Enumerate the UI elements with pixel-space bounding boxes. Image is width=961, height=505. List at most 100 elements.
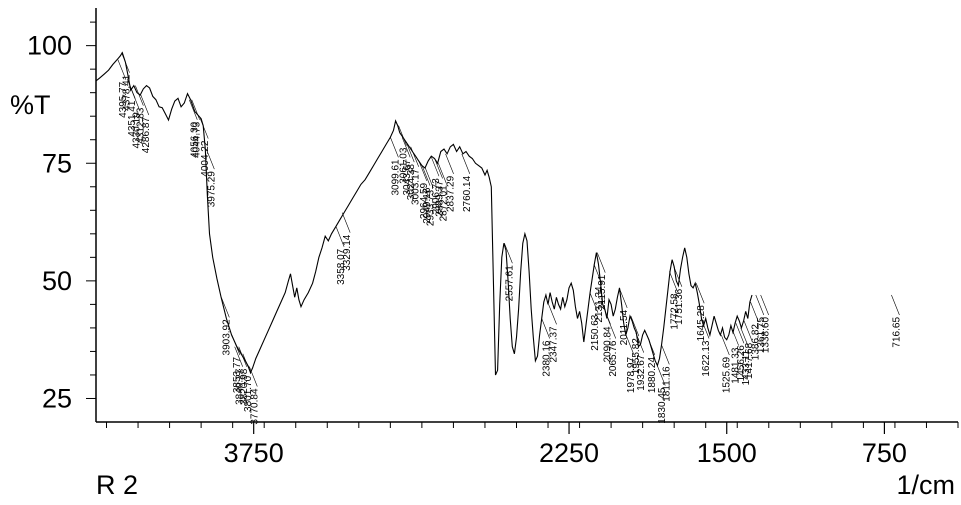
peak-leader bbox=[401, 137, 411, 158]
peak-label: 2906.73 bbox=[431, 178, 442, 215]
peak-leader bbox=[430, 156, 440, 177]
peak-leader bbox=[504, 243, 513, 264]
peak-label: 4330.19 bbox=[132, 112, 143, 149]
y-tick-label: 100 bbox=[27, 31, 72, 61]
peak-leader bbox=[405, 141, 415, 163]
peak-labels: 4395.774378.414351.414330.194312.834286.… bbox=[118, 74, 903, 424]
peak-leader bbox=[630, 316, 640, 337]
peak-leader bbox=[206, 149, 215, 170]
peak-label: 1361.75 bbox=[756, 317, 767, 354]
peak-label: 1880.24 bbox=[647, 357, 658, 394]
peak-label: 3801.70 bbox=[243, 375, 254, 412]
peak-label: 4378.41 bbox=[122, 74, 133, 111]
peak-leader bbox=[596, 252, 606, 273]
peak-label: 4395.77 bbox=[118, 81, 129, 118]
peak-label: 2964.59 bbox=[419, 182, 430, 219]
peak-label: 3043.67 bbox=[402, 159, 413, 196]
peak-label: 2872.01 bbox=[438, 185, 449, 222]
peak-leader bbox=[740, 327, 750, 349]
peak-leader bbox=[234, 346, 243, 367]
peak-leader bbox=[661, 344, 670, 365]
peak-label: 2557.61 bbox=[504, 265, 515, 302]
peak-leader bbox=[461, 153, 471, 174]
peak-label: 1622.13 bbox=[701, 340, 712, 377]
peak-label: 4004.22 bbox=[200, 140, 211, 177]
peak-label: 3903.92 bbox=[221, 319, 232, 356]
peak-label: 3024.38 bbox=[406, 164, 417, 201]
peak-leader bbox=[191, 99, 200, 120]
peak-label: 1525.69 bbox=[721, 357, 732, 394]
peak-label: 2131.34 bbox=[594, 286, 605, 323]
peak-leader bbox=[891, 294, 900, 316]
y-tick-label: 50 bbox=[42, 266, 72, 296]
peak-label: 1481.33 bbox=[731, 347, 742, 384]
peak-leader bbox=[589, 292, 599, 313]
peak-label: 2090.84 bbox=[603, 326, 614, 363]
peak-leader bbox=[390, 137, 399, 158]
peak-label: 2065.76 bbox=[608, 340, 619, 377]
peak-leader bbox=[755, 294, 765, 316]
peak-label: 1830.45 bbox=[657, 387, 668, 424]
peak-leader bbox=[425, 167, 434, 189]
peak-leader bbox=[445, 153, 454, 174]
peak-label: 4056.30 bbox=[189, 121, 200, 158]
peak-leader bbox=[743, 320, 753, 341]
ticks: 100 75 50 25 3750 2250 1500 750 bbox=[27, 21, 959, 468]
peak-label: 1645.28 bbox=[696, 305, 707, 342]
peak-label: 1772.58 bbox=[669, 293, 680, 330]
peak-label: 3003.17 bbox=[411, 168, 422, 205]
peak-label: 3840.27 bbox=[235, 368, 246, 405]
peak-label: 1811.16 bbox=[661, 366, 672, 402]
peak-leader bbox=[721, 334, 730, 356]
peak-label: 1932.67 bbox=[636, 354, 647, 391]
x-tick-label: 3750 bbox=[224, 438, 284, 468]
peak-leader bbox=[750, 301, 759, 323]
x-tick-label: 2250 bbox=[539, 438, 599, 468]
peak-leader bbox=[618, 287, 628, 309]
peak-leader bbox=[656, 365, 666, 386]
peak-label: 3329.14 bbox=[342, 234, 353, 271]
peak-label: 3099.61 bbox=[390, 159, 401, 196]
spectrum-line bbox=[95, 51, 753, 376]
peak-label: 1456.26 bbox=[736, 345, 747, 382]
peak-leader bbox=[135, 85, 144, 106]
peak-label: 4044.73 bbox=[192, 121, 203, 158]
peak-leader bbox=[625, 334, 635, 356]
peak-leader bbox=[548, 304, 557, 325]
peak-label: 2150.63 bbox=[590, 314, 601, 351]
peak-leader bbox=[117, 59, 127, 80]
peak-label: 3975.29 bbox=[206, 171, 217, 208]
peak-leader bbox=[669, 271, 678, 292]
y-axis-label: %T bbox=[10, 90, 51, 120]
y-tick-label: 25 bbox=[42, 383, 72, 413]
peak-label: 2011.54 bbox=[619, 309, 630, 345]
peak-label: 1955.82 bbox=[631, 338, 642, 375]
x-axis-label: 1/cm bbox=[896, 470, 955, 500]
peak-leader bbox=[131, 90, 140, 111]
peak-label: 1978.97 bbox=[626, 357, 637, 394]
peak-leaders bbox=[117, 52, 900, 387]
series bbox=[95, 51, 753, 376]
peak-label: 3820.98 bbox=[239, 368, 250, 405]
peak-label: 2760.14 bbox=[462, 175, 473, 212]
peak-label: 2933.73 bbox=[425, 190, 436, 227]
peak-label: 1338.60 bbox=[761, 317, 772, 354]
x-tick-label: 1500 bbox=[697, 438, 757, 468]
peak-leader bbox=[541, 318, 550, 339]
peak-label: 2115.91 bbox=[597, 274, 608, 310]
peak-leader bbox=[437, 163, 447, 184]
peak-leader bbox=[607, 318, 617, 339]
peak-label: 4286.87 bbox=[141, 117, 152, 154]
peak-leader bbox=[421, 165, 431, 186]
peak-label: 716.65 bbox=[891, 317, 902, 348]
peak-leader bbox=[189, 99, 198, 120]
peak-label: 2347.37 bbox=[549, 326, 560, 363]
peak-label: 3770.84 bbox=[249, 388, 260, 425]
peak-leader bbox=[398, 125, 407, 146]
peak-label: 4312.83 bbox=[135, 107, 146, 144]
peak-leader bbox=[760, 294, 769, 316]
peak-leader bbox=[140, 94, 150, 116]
peak-leader bbox=[249, 366, 258, 387]
peak-label: 2949.16 bbox=[422, 187, 433, 224]
